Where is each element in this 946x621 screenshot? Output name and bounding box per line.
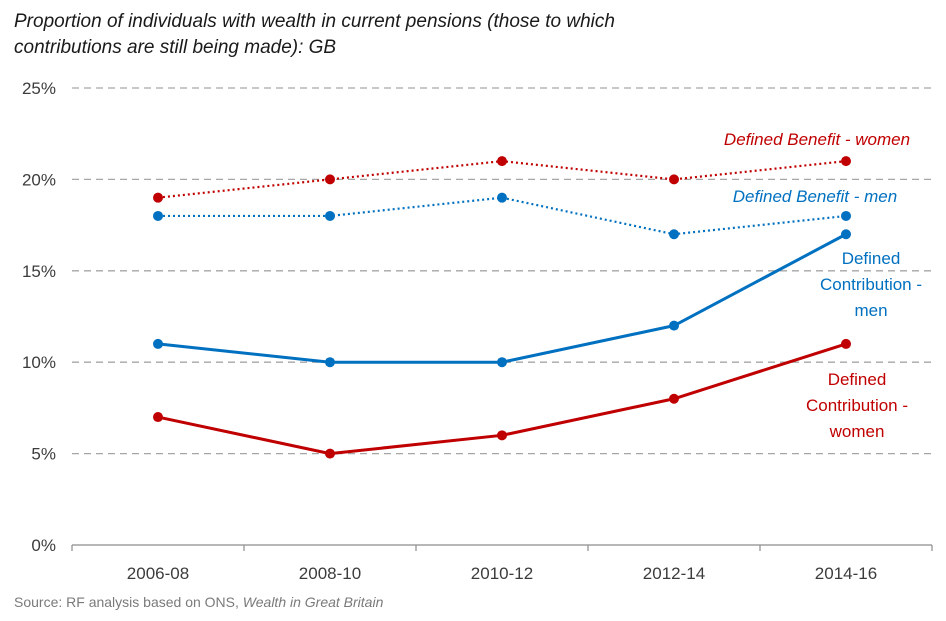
data-point [153, 192, 163, 203]
data-point [325, 210, 335, 221]
data-point [841, 229, 851, 240]
data-point [497, 357, 507, 368]
series-defined-benefit-women [153, 156, 851, 203]
series-label: Defined Benefit - men [733, 187, 897, 206]
x-tick-label: 2006-08 [127, 564, 189, 583]
series-labels: Defined Benefit - women Defined Benefit -… [724, 130, 922, 441]
data-point [153, 412, 163, 423]
y-tick-label: 15% [22, 262, 56, 281]
chart-title-line-2: contributions are still being made): GB [14, 37, 336, 58]
chart-title-line-1: Proportion of individuals with wealth in… [14, 11, 615, 32]
y-tick-label: 20% [22, 170, 56, 189]
series-defined-contribution-men [153, 229, 851, 368]
data-point [669, 320, 679, 331]
y-tick-label: 0% [31, 536, 56, 555]
source-prefix: Source: RF analysis based on ONS, [14, 594, 243, 610]
series-label-line: women [829, 422, 885, 441]
series-label-line: Defined Benefit - women [724, 130, 910, 149]
data-point [153, 338, 163, 349]
data-point [841, 156, 851, 167]
series-label-line: Defined [842, 249, 901, 268]
axes: 0% 5% 10% 15% 20% 25% 2006-08 2008-10 2010-12 201… [22, 79, 933, 583]
source-note: Source: RF analysis based on ONS, Wealth… [14, 594, 384, 610]
data-point [325, 357, 335, 368]
series-defined-contribution-women [153, 338, 851, 459]
series-defined-benefit-men [153, 192, 851, 240]
x-tick-label: 2012-14 [643, 564, 705, 583]
series [153, 156, 851, 459]
series-label: Defined Contribution - men [820, 249, 922, 320]
series-label-line: Contribution - [806, 396, 908, 415]
x-tick-label: 2010-12 [471, 564, 533, 583]
data-point [841, 338, 851, 349]
data-point [669, 229, 679, 240]
y-tick-label: 5% [31, 445, 56, 464]
data-point [325, 174, 335, 185]
series-label-line: men [854, 301, 887, 320]
series-line [157, 232, 847, 364]
series-label: Defined Benefit - women [724, 130, 910, 149]
y-tick-label: 10% [22, 353, 56, 372]
data-point [497, 430, 507, 441]
x-tick-label: 2008-10 [299, 564, 361, 583]
y-tick-label: 25% [22, 79, 56, 98]
series-label: Defined Contribution - women [806, 370, 908, 441]
data-point [497, 192, 507, 203]
data-point [497, 156, 507, 167]
data-point [669, 393, 679, 404]
series-label-line: Contribution - [820, 275, 922, 294]
data-point [841, 210, 851, 221]
series-label-line: Defined [828, 370, 887, 389]
data-point [325, 448, 335, 459]
x-tick-label: 2014-16 [815, 564, 877, 583]
data-point [669, 174, 679, 185]
source-title: Wealth in Great Britain [243, 594, 384, 610]
data-point [153, 210, 163, 221]
series-label-line: Defined Benefit - men [733, 187, 897, 206]
